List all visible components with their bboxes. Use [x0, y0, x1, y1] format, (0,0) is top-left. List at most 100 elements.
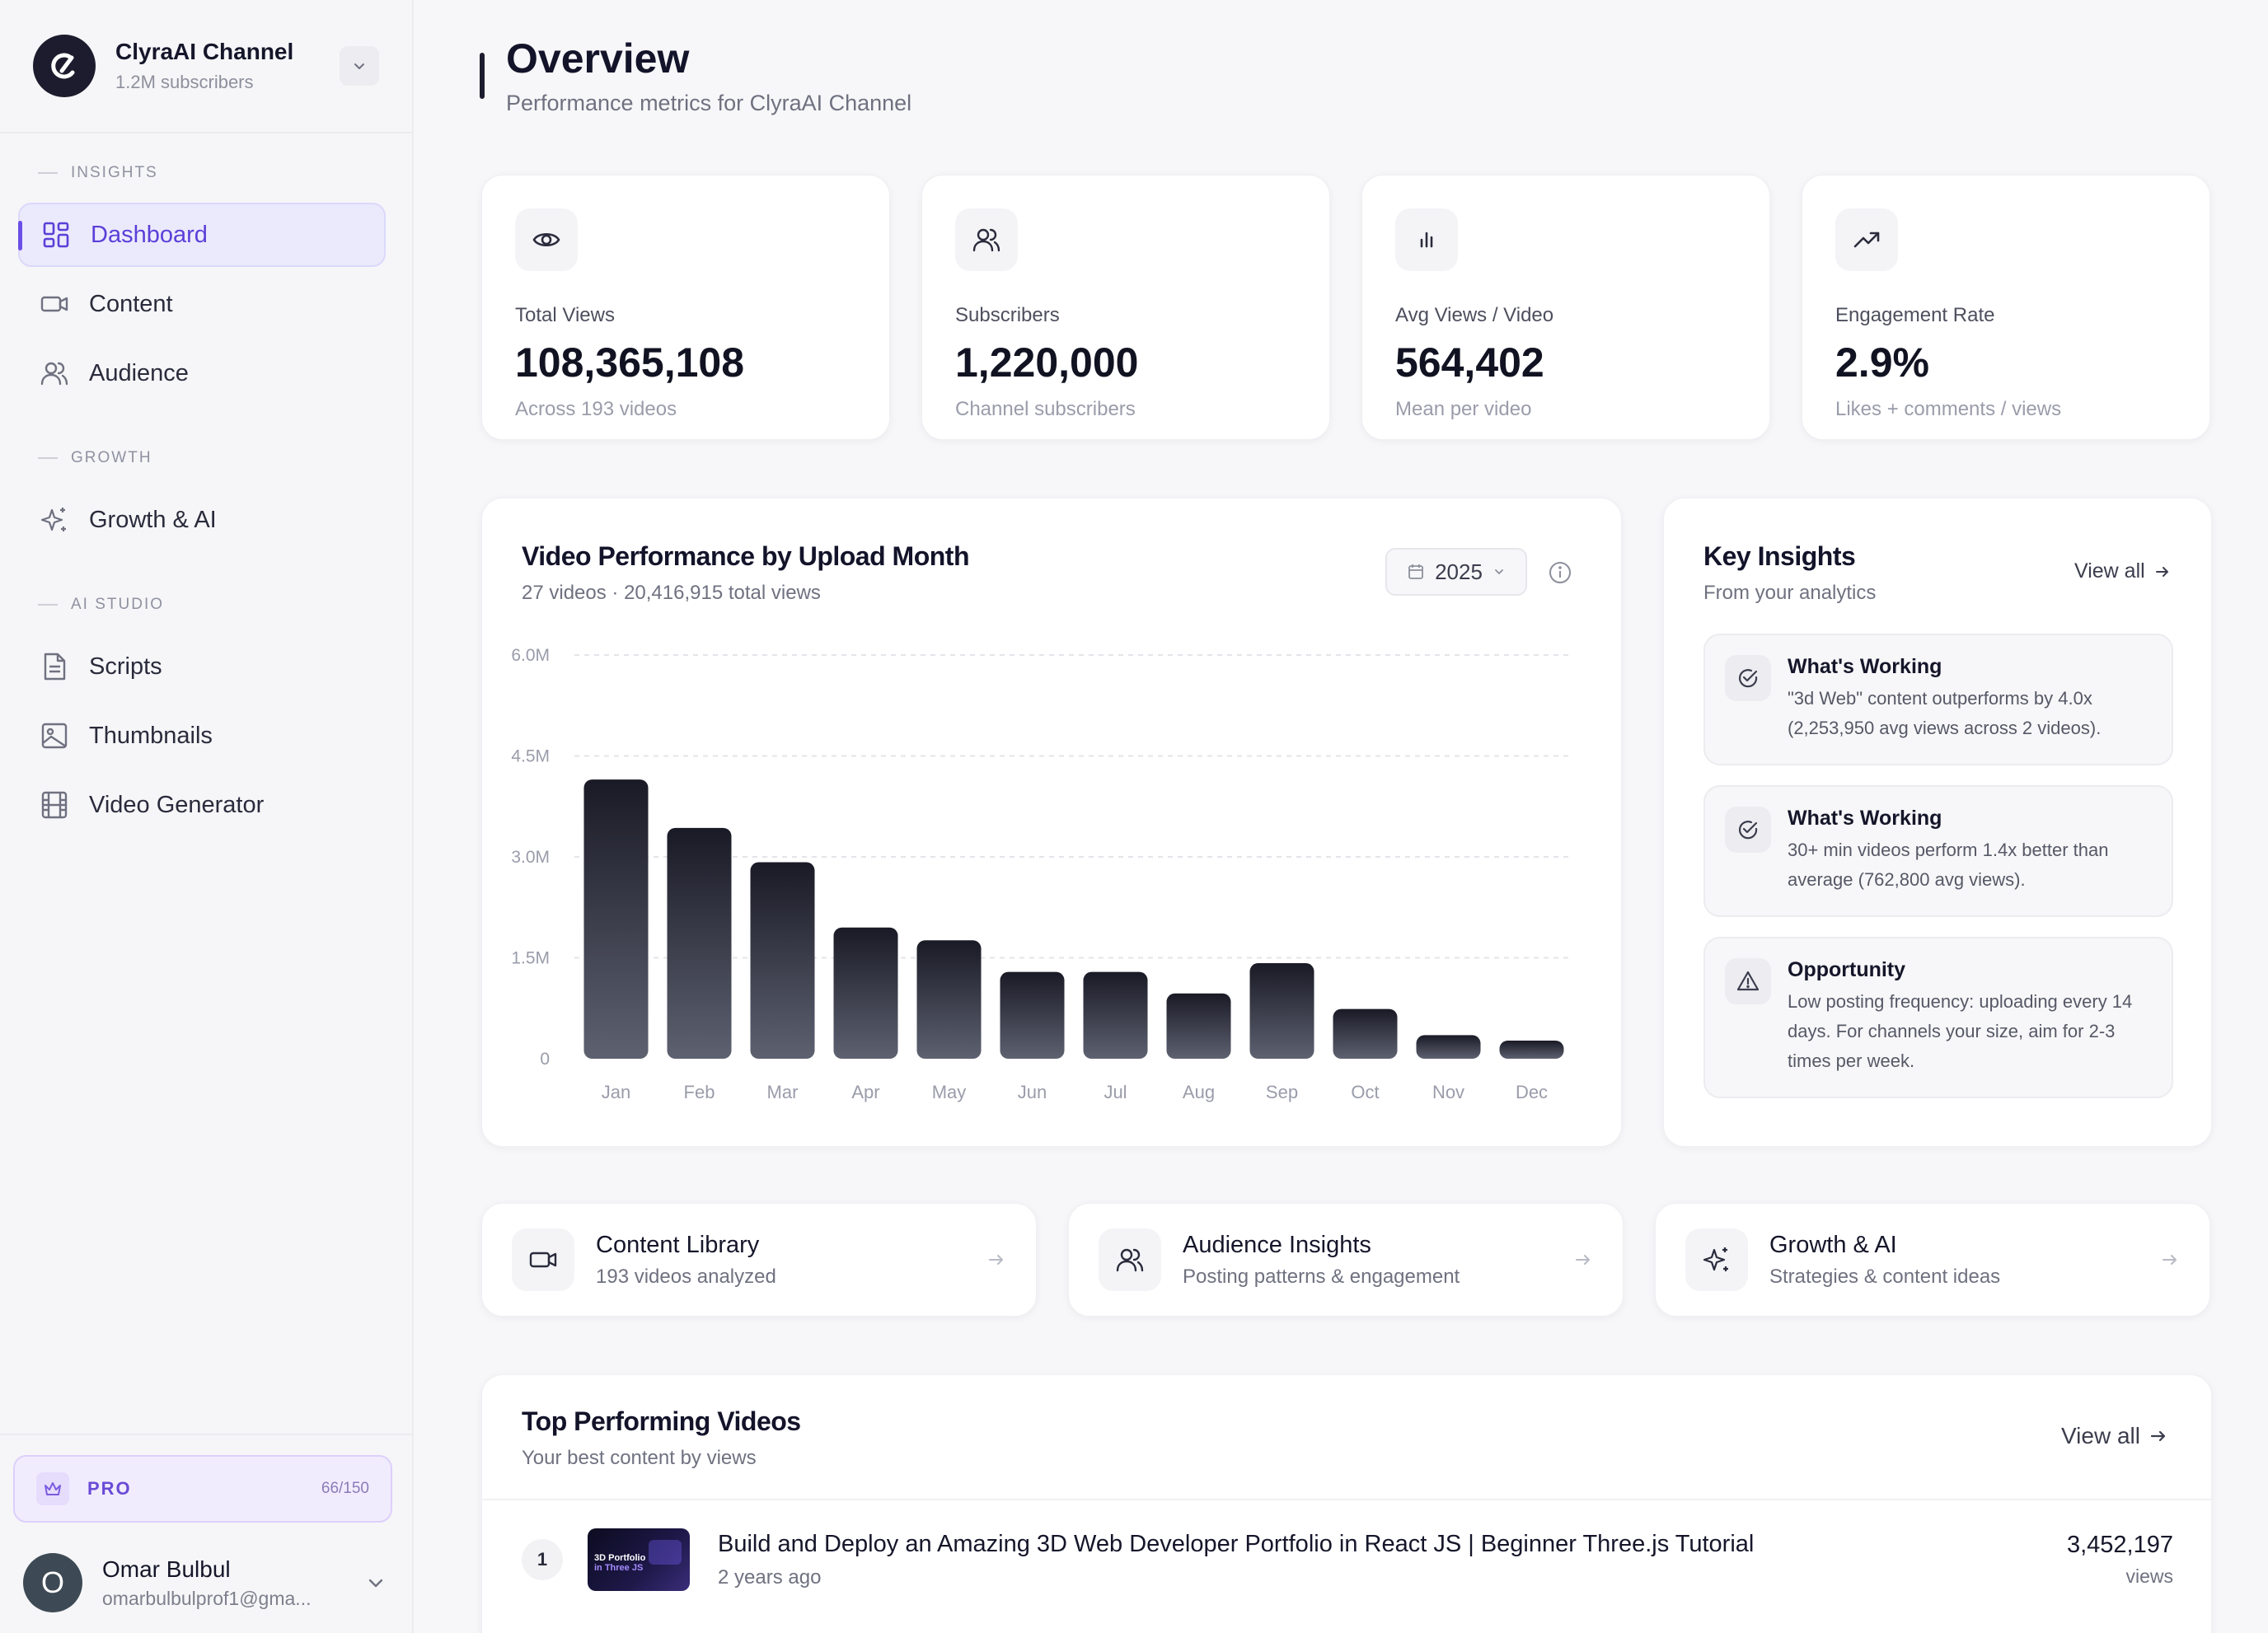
sidebar-item-label: Dashboard: [91, 221, 208, 248]
insight-item[interactable]: What's Working "3d Web" content outperfo…: [1703, 634, 2173, 765]
channel-switch-button[interactable]: [340, 46, 379, 86]
document-icon: [38, 650, 71, 683]
sidebar-item-thumbnails[interactable]: Thumbnails: [18, 704, 386, 768]
chevron-down-icon: [354, 63, 364, 69]
insight-item[interactable]: What's Working 30+ min videos perform 1.…: [1703, 785, 2173, 917]
link-subtitle: Posting patterns & engagement: [1183, 1265, 1460, 1288]
stat-note: Channel subscribers: [955, 398, 1136, 420]
section-label-growth: GROWTH: [0, 442, 152, 475]
stat-value: 108,365,108: [515, 339, 745, 386]
grid-icon: [40, 218, 73, 251]
audience-insights-link[interactable]: Audience Insights Posting patterns & eng…: [1068, 1203, 1624, 1317]
user-name: Omar Bulbul: [102, 1556, 231, 1582]
view-all-label: View all: [2074, 559, 2145, 583]
avatar: O: [23, 1553, 82, 1612]
sparkles-icon: [38, 503, 71, 536]
check-circle-icon: [1725, 655, 1771, 701]
stat-note: Likes + comments / views: [1835, 398, 2062, 420]
plan-badge[interactable]: PRO 66/150: [13, 1455, 392, 1523]
link-subtitle: Strategies & content ideas: [1769, 1265, 2001, 1288]
user-menu[interactable]: O Omar Bulbul omarbulbulprof1@gma...: [23, 1553, 386, 1612]
chart-bar[interactable]: [1166, 993, 1231, 1059]
growth-ai-link[interactable]: Growth & AI Strategies & content ideas: [1655, 1203, 2210, 1317]
sidebar: ClyraAI Channel 1.2M subscribers INSIGHT…: [0, 0, 414, 1633]
plan-label: PRO: [87, 1478, 132, 1499]
users-icon: [38, 357, 71, 390]
stat-label: Avg Views / Video: [1395, 304, 1554, 326]
year-select-value: 2025: [1435, 559, 1483, 584]
sidebar-item-scripts[interactable]: Scripts: [18, 634, 386, 699]
link-title: Growth & AI: [1769, 1231, 1897, 1258]
stat-card-subscribers: Subscribers 1,220,000 Channel subscriber…: [921, 175, 1330, 440]
content-library-link[interactable]: Content Library 193 videos analyzed: [481, 1203, 1037, 1317]
video-icon: [38, 288, 71, 321]
x-tick-label: Apr: [851, 1082, 879, 1102]
page-subtitle: Performance metrics for ClyraAI Channel: [506, 91, 912, 115]
channel-switcher[interactable]: ClyraAI Channel 1.2M subscribers: [0, 0, 412, 133]
stat-label: Total Views: [515, 304, 615, 326]
arrow-right-icon: [2163, 1255, 2177, 1265]
stat-note: Mean per video: [1395, 398, 1532, 420]
sidebar-item-growth-ai[interactable]: Growth & AI: [18, 488, 386, 552]
trending-up-icon: [1835, 208, 1898, 271]
table-row[interactable]: 1 3D Portfolio in Three JS Build and Depl…: [482, 1499, 2213, 1619]
y-tick-label: 1.5M: [511, 949, 550, 968]
users-icon: [1099, 1228, 1161, 1291]
insights-title: Key Insights: [1703, 541, 1856, 571]
title-accent-bar: [480, 53, 485, 99]
sidebar-item-label: Video Generator: [89, 791, 265, 818]
insight-text: 30+ min videos perform 1.4x better than …: [1788, 840, 2109, 890]
plan-usage: 66/150: [321, 1480, 369, 1497]
insight-item[interactable]: Opportunity Low posting frequency: uploa…: [1703, 937, 2173, 1098]
crown-icon: [36, 1472, 69, 1505]
insight-title: What's Working: [1788, 655, 1942, 678]
video-icon: [512, 1228, 574, 1291]
sparkles-icon: [1685, 1228, 1748, 1291]
y-tick-label: 6.0M: [511, 646, 550, 665]
sidebar-divider: [0, 1434, 414, 1435]
y-tick-label: 4.5M: [511, 747, 550, 766]
arrow-right-icon: [2155, 566, 2168, 577]
chart-bar[interactable]: [833, 927, 898, 1059]
chart-bar[interactable]: [750, 862, 815, 1059]
sidebar-item-audience[interactable]: Audience: [18, 341, 386, 405]
chart-bar[interactable]: [1000, 971, 1065, 1059]
sidebar-item-video-generator[interactable]: Video Generator: [18, 773, 386, 837]
chart-bar[interactable]: [1083, 971, 1148, 1059]
eye-icon: [515, 208, 578, 271]
insights-view-all-link[interactable]: View all: [2074, 559, 2172, 583]
chart-bar[interactable]: [667, 827, 732, 1059]
video-views-label: views: [2125, 1565, 2173, 1587]
video-title: Build and Deploy an Amazing 3D Web Devel…: [718, 1530, 1755, 1557]
top-videos-card: Top Performing Videos Your best content …: [481, 1374, 2213, 1633]
chart-bar[interactable]: [916, 940, 982, 1059]
chart-title: Video Performance by Upload Month: [522, 541, 969, 571]
chart-bar[interactable]: [1249, 963, 1314, 1059]
chart-bar[interactable]: [583, 779, 649, 1059]
chart-bar[interactable]: [1499, 1040, 1564, 1059]
top-videos-view-all-link[interactable]: View all: [2061, 1423, 2168, 1449]
users-icon: [955, 208, 1018, 271]
check-circle-icon: [1725, 807, 1771, 853]
stat-label: Subscribers: [955, 304, 1060, 326]
thumbnail-text-line2: in Three JS: [594, 1563, 644, 1573]
x-tick-label: Jun: [1018, 1082, 1047, 1102]
year-select[interactable]: 2025: [1385, 548, 1527, 596]
sidebar-item-label: Scripts: [89, 653, 162, 680]
user-email: omarbulbulprof1@gma...: [102, 1587, 312, 1609]
info-icon[interactable]: [1547, 559, 1573, 586]
bar-chart: 0 1.5M 3.0M 4.5M 6.0M Jan Feb Mar Apr May Jun Jul Au…: [511, 646, 1573, 1102]
chart-bar[interactable]: [1333, 1008, 1398, 1059]
top-videos-title: Top Performing Videos: [522, 1406, 801, 1436]
sidebar-item-content[interactable]: Content: [18, 272, 386, 336]
chart-bar[interactable]: [1416, 1035, 1481, 1059]
section-label-insights: INSIGHTS: [0, 157, 158, 190]
stat-value: 2.9%: [1835, 339, 1929, 386]
calendar-icon: [1408, 564, 1423, 579]
stat-value: 1,220,000: [955, 339, 1139, 386]
y-tick-label: 0: [540, 1050, 550, 1069]
insight-title: Opportunity: [1788, 958, 1906, 981]
video-views: 3,452,197: [2066, 1532, 2173, 1558]
sidebar-item-dashboard[interactable]: Dashboard: [18, 203, 386, 267]
chevron-down-icon: [1495, 569, 1503, 575]
